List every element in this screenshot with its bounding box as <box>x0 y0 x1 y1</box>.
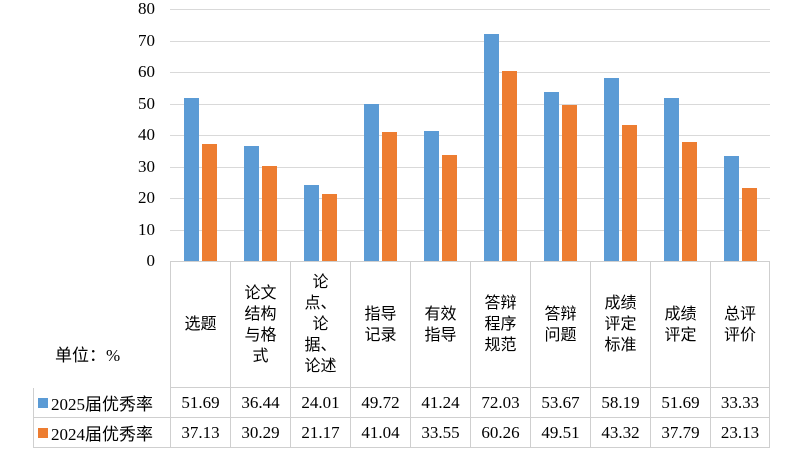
category-cell: 论文结构与格式 <box>230 262 290 387</box>
category-label: 总评评价 <box>723 305 756 344</box>
bar-2025届优秀率 <box>483 34 499 261</box>
bar-group <box>350 104 410 261</box>
bar-2024届优秀率 <box>681 141 697 261</box>
bar-2025届优秀率 <box>723 156 739 261</box>
bar-2025届优秀率 <box>543 91 559 261</box>
legend-marker <box>38 397 48 408</box>
y-tick-label: 50 <box>138 93 155 113</box>
gridline <box>170 72 770 73</box>
y-tick-label: 20 <box>138 188 155 207</box>
table-value-cell: 51.69 <box>650 388 710 417</box>
y-tick-label: 30 <box>138 156 155 176</box>
gridline <box>170 166 770 168</box>
bar-2024届优秀率 <box>201 144 217 261</box>
y-tick-label: 70 <box>138 30 155 50</box>
bar-2025届优秀率 <box>663 98 679 261</box>
gridline <box>170 40 770 42</box>
series-name: 2024届优秀率 <box>51 425 153 444</box>
bar-group <box>170 98 230 261</box>
bar-group <box>470 34 530 261</box>
table-value-cell: 49.51 <box>530 418 590 447</box>
table-value-cell: 53.67 <box>530 388 590 417</box>
gridline <box>170 135 770 136</box>
table-value-cell: 43.32 <box>590 418 650 447</box>
category-label: 指导记录 <box>364 305 397 344</box>
table-value-cell: 37.13 <box>170 418 230 447</box>
bar-2024届优秀率 <box>261 165 277 261</box>
legend-cell: 2025届优秀率 <box>33 388 170 417</box>
category-cell: 论点、论据、论述 <box>290 262 350 387</box>
table-value-cell: 23.13 <box>710 418 770 447</box>
bar-group <box>530 91 590 261</box>
category-cell: 答辩问题 <box>530 262 590 387</box>
table-value-cell: 36.44 <box>230 388 290 417</box>
legend-marker <box>38 427 48 438</box>
table-value-cell: 33.33 <box>710 388 770 417</box>
bar-group <box>650 98 710 261</box>
bar-2025届优秀率 <box>363 104 379 261</box>
category-header-row: 选题 论文结构与格式 论点、论据、论述 指导记录 有效指导 答辩程序规范 答辩问题 成绩评定标… <box>170 261 770 388</box>
bar-2024届优秀率 <box>501 71 517 261</box>
category-label: 成绩评定 <box>664 305 697 344</box>
series-name: 2025届优秀率 <box>51 395 153 414</box>
category-label: 成绩评定标准 <box>604 295 637 354</box>
category-label: 答辩程序规范 <box>484 295 517 354</box>
table-value-cell: 41.04 <box>350 418 410 447</box>
table-value-cell: 49.72 <box>350 388 410 417</box>
bar-2025届优秀率 <box>243 146 259 261</box>
table-value-cell: 33.55 <box>410 418 470 447</box>
bar-2025届优秀率 <box>603 77 619 261</box>
gridline <box>170 9 770 10</box>
table-value-cell: 30.29 <box>230 418 290 447</box>
legend-table-row: 2025届优秀率 51.69 36.44 24.01 49.72 41.24 72.03 53… <box>33 388 770 418</box>
bar-2024届优秀率 <box>621 124 637 261</box>
bar-2024届优秀率 <box>381 131 397 261</box>
category-cell: 选题 <box>170 262 230 387</box>
bar-group <box>230 146 290 261</box>
category-label: 论点、论据、论述 <box>304 274 337 375</box>
bar-2025届优秀率 <box>183 98 199 261</box>
legend-table-row: 2024届优秀率 37.13 30.29 21.17 41.04 33.55 60.26 49… <box>33 418 770 448</box>
category-cell: 成绩评定标准 <box>590 262 650 387</box>
bar-group <box>590 77 650 261</box>
unit-label: 单位：% <box>55 346 121 365</box>
table-value-cell: 72.03 <box>470 388 530 417</box>
category-label: 论文结构与格式 <box>244 284 277 365</box>
category-cell: 成绩评定 <box>650 262 710 387</box>
category-cell: 有效指导 <box>410 262 470 387</box>
bar-2024届优秀率 <box>561 105 577 261</box>
table-value-cell: 58.19 <box>590 388 650 417</box>
bar-2025届优秀率 <box>423 131 439 261</box>
y-tick-label: 10 <box>138 219 155 239</box>
gridline <box>170 198 770 199</box>
category-label: 选题 <box>184 316 217 333</box>
category-label: 答辩问题 <box>544 305 577 344</box>
gridline <box>170 229 770 231</box>
category-cell: 指导记录 <box>350 262 410 387</box>
table-value-cell: 37.79 <box>650 418 710 447</box>
category-cell: 总评评价 <box>710 262 770 387</box>
bar-group <box>290 185 350 261</box>
y-tick-label: 80 <box>138 0 155 18</box>
category-cell: 答辩程序规范 <box>470 262 530 387</box>
table-value-cell: 51.69 <box>170 388 230 417</box>
bar-2024届优秀率 <box>741 188 757 261</box>
y-tick-label: 40 <box>138 125 155 144</box>
plot-area <box>170 9 770 262</box>
table-value-cell: 60.26 <box>470 418 530 447</box>
legend-cell: 2024届优秀率 <box>33 418 170 447</box>
bar-2024届优秀率 <box>441 155 457 261</box>
y-tick-label: 60 <box>138 62 155 81</box>
bar-2025届优秀率 <box>303 185 319 261</box>
gridline <box>170 103 770 105</box>
bar-group <box>710 156 770 261</box>
bar-2024届优秀率 <box>321 194 337 261</box>
bar-group <box>410 131 470 261</box>
table-value-cell: 21.17 <box>290 418 350 447</box>
table-value-cell: 24.01 <box>290 388 350 417</box>
table-value-cell: 41.24 <box>410 388 470 417</box>
y-tick-label: 0 <box>146 251 156 270</box>
category-label: 有效指导 <box>424 305 457 344</box>
